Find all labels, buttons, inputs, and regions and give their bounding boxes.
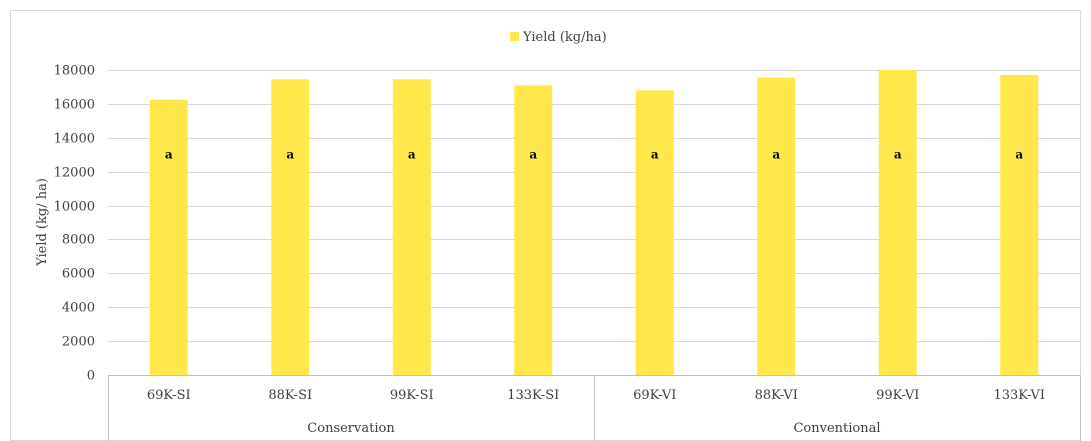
x-tick-label: 69K-VI bbox=[633, 388, 676, 403]
x-tick-label: 69K-SI bbox=[147, 388, 191, 403]
bar-data-label: a bbox=[408, 148, 416, 162]
bars bbox=[149, 70, 1039, 376]
gridlines bbox=[108, 70, 1080, 342]
bar bbox=[514, 85, 553, 375]
bar-data-label: a bbox=[772, 148, 780, 162]
bar bbox=[757, 77, 796, 375]
legend-label: Yield (kg/ha) bbox=[522, 30, 607, 45]
bar bbox=[271, 79, 310, 375]
bar-data-label: a bbox=[529, 148, 537, 162]
y-tick-label: 8000 bbox=[62, 233, 95, 248]
bar bbox=[878, 70, 917, 375]
x-tick-label: 99K-VI bbox=[876, 388, 919, 403]
bar-data-label: a bbox=[1015, 148, 1023, 162]
axes: 0 2000 4000 6000 8000 10000 12000 14000 16000 180… bbox=[54, 64, 1081, 441]
bar bbox=[149, 99, 188, 376]
bar-data-label: a bbox=[165, 148, 173, 162]
y-tick-label: 2000 bbox=[62, 335, 95, 350]
bar bbox=[392, 79, 431, 375]
y-tick-label: 0 bbox=[87, 369, 95, 384]
bar-data-label: a bbox=[651, 148, 659, 162]
y-axis-title: Yield (kg/ ha) bbox=[35, 178, 50, 267]
y-tick-label: 6000 bbox=[62, 267, 95, 282]
bar bbox=[635, 90, 674, 375]
x-tick-label: 88K-VI bbox=[755, 388, 798, 403]
bar-data-label: a bbox=[894, 148, 902, 162]
bar-data-label: a bbox=[286, 148, 294, 162]
legend: Yield (kg/ha) bbox=[510, 30, 607, 45]
x-tick-label: 133K-SI bbox=[507, 388, 559, 403]
y-tick-label: 16000 bbox=[54, 98, 95, 113]
x-tick-label: 133K-VI bbox=[993, 388, 1045, 403]
legend-swatch bbox=[510, 32, 519, 41]
y-tick-label: 12000 bbox=[54, 166, 95, 181]
bar bbox=[1000, 75, 1039, 375]
y-tick-label: 14000 bbox=[54, 132, 95, 147]
y-tick-label: 18000 bbox=[54, 64, 95, 79]
group-label: Conventional bbox=[793, 421, 880, 436]
group-label: Conservation bbox=[307, 421, 395, 436]
x-tick-label: 99K-SI bbox=[390, 388, 434, 403]
y-tick-label: 4000 bbox=[62, 301, 95, 316]
x-tick-label: 88K-SI bbox=[268, 388, 312, 403]
y-tick-label: 10000 bbox=[54, 200, 95, 215]
